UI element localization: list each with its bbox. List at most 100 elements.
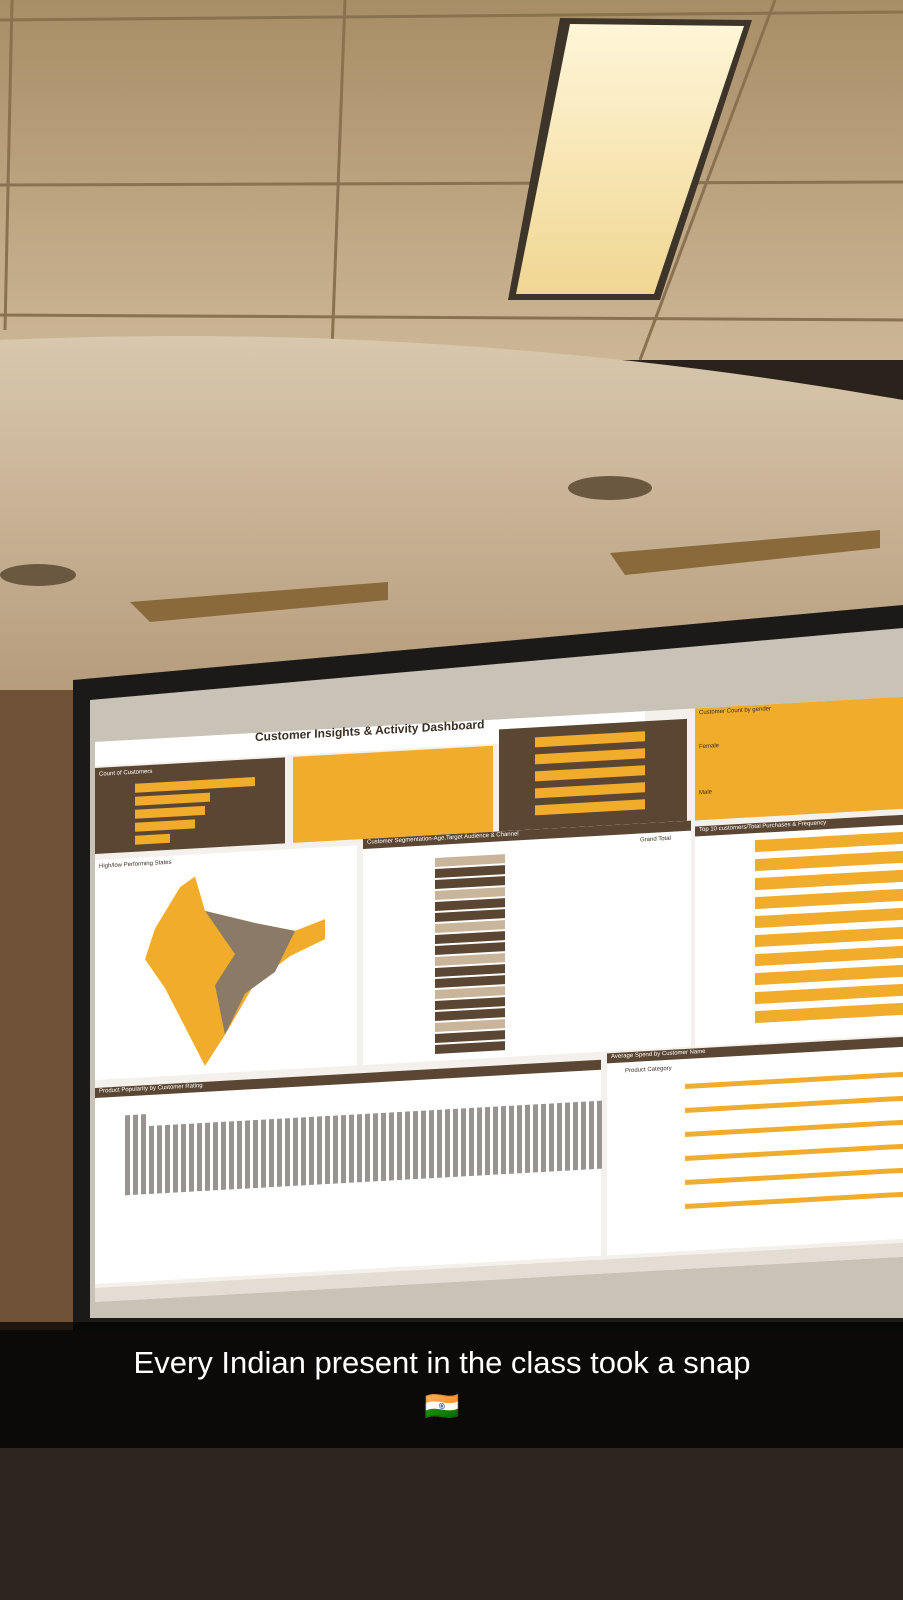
decor-bar [389,1112,394,1181]
decor-bar [285,1118,290,1187]
decor-bar [135,792,210,806]
decor-bar [755,964,903,986]
panel-header [695,814,903,837]
title-bar [95,711,645,766]
decor-bar [685,1071,903,1090]
dashboard: Customer Insights & Activity Dashboard C… [95,696,903,1302]
decor-bar [135,805,205,819]
decor-bar [293,1117,298,1186]
decor-bar [125,1115,130,1196]
segmentation-panel [363,820,691,1066]
decor-bar [755,926,903,948]
decor-bar [261,1119,266,1188]
decor-bar [469,1107,474,1177]
decor-bar [573,1101,578,1171]
decor-bar [755,869,903,891]
decor-bar [381,1112,386,1182]
decor-bar [565,1102,570,1171]
decor-bar [685,1167,903,1186]
gender-label: Male [699,789,713,796]
caption: Every Indian present in the class took a… [134,1345,751,1380]
decor-bar [541,1103,546,1173]
decor-bar [461,1108,466,1177]
vent [130,582,388,622]
decor-cell [435,942,505,955]
panel-title: Count of Customers [99,769,152,778]
decor-bar [535,765,645,782]
decor-cell [435,876,505,889]
decor-bar [755,945,903,967]
panel-title: Customer Count by gender [699,706,771,716]
decor-cell [435,964,505,977]
caption-bar [0,1322,903,1448]
decor-bar [357,1114,362,1183]
decor-cell [435,898,505,911]
decor-bar [373,1113,378,1182]
decor-bar [149,1125,154,1194]
decor-bar [269,1118,274,1188]
decor-bar [755,888,903,910]
decor-bar [535,748,645,765]
decor-bar [581,1101,586,1170]
decor-cell [435,887,505,900]
decor-bar [341,1114,346,1184]
decor-bar [133,1114,138,1195]
decor-bar [509,1105,514,1174]
decor-bar [445,1109,450,1178]
decor-cell [435,1030,505,1043]
decor-bar [549,1103,554,1172]
downlight [0,564,76,586]
decor-bar [685,1119,903,1138]
ceiling-grid [0,0,903,361]
decor-bar [557,1102,562,1172]
decor-bar [437,1109,442,1178]
decor-bar [157,1125,162,1194]
decor-bar [533,1104,538,1173]
decor-bar [277,1118,282,1187]
decor-bar [317,1116,322,1185]
gender-label: Female [699,743,720,750]
decor-bar [755,831,903,853]
decor-bar [429,1110,434,1179]
decor-bar [325,1115,330,1185]
decor-bar [477,1107,482,1176]
decor-bar [485,1106,490,1176]
decor-cell [435,1019,505,1032]
decor-cell [435,931,505,944]
decor-bar [189,1123,194,1192]
decor-bar [205,1122,210,1191]
decor-bar [245,1120,250,1189]
light [516,24,744,294]
decor-bar [421,1110,426,1179]
decor-cell [435,920,505,933]
decor-bar [597,1100,602,1169]
caption-emoji: 🇮🇳 [425,1390,460,1421]
decor-cell [435,953,505,966]
decor-bar [173,1124,178,1193]
map-region [205,910,295,1035]
decor-cell [435,997,505,1010]
decor-bar [229,1121,234,1190]
decor-bar [755,983,903,1005]
ceiling [0,0,903,360]
downlight [568,476,652,500]
decor-cell [435,865,505,878]
decor-bar [349,1114,354,1183]
decor-bar [333,1115,338,1184]
panel-title: Product Popularity by Customer Rating [99,1083,203,1095]
decor-bar [525,1104,530,1173]
decor-bar [301,1117,306,1186]
decor-bar [517,1105,522,1174]
decor-cell [435,1008,505,1021]
decor-bar [309,1116,314,1186]
decor-cell [435,975,505,988]
panel-header [95,1059,601,1098]
column-header: Product Category [625,1066,672,1075]
decor-bar [755,850,903,872]
decor-bar [141,1114,146,1195]
gender-panel [695,696,903,821]
decor-cell [435,909,505,922]
decor-bar [453,1108,458,1177]
decor-bar [365,1113,370,1182]
